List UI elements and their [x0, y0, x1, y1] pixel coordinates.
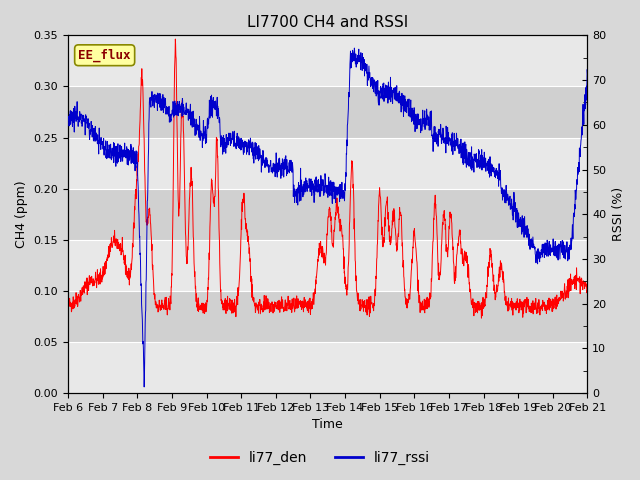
Bar: [68, 342, 588, 393]
X-axis label: Time: Time: [312, 419, 343, 432]
Title: LI7700 CH4 and RSSI: LI7700 CH4 and RSSI: [247, 15, 408, 30]
Legend: li77_den, li77_rssi: li77_den, li77_rssi: [204, 445, 436, 471]
Y-axis label: CH4 (ppm): CH4 (ppm): [15, 180, 28, 248]
Bar: [68, 138, 588, 189]
Bar: [68, 86, 588, 138]
Bar: [68, 189, 588, 240]
Bar: [68, 291, 588, 342]
Text: EE_flux: EE_flux: [79, 48, 131, 62]
Y-axis label: RSSI (%): RSSI (%): [612, 187, 625, 241]
Bar: [68, 36, 588, 86]
Bar: [68, 240, 588, 291]
